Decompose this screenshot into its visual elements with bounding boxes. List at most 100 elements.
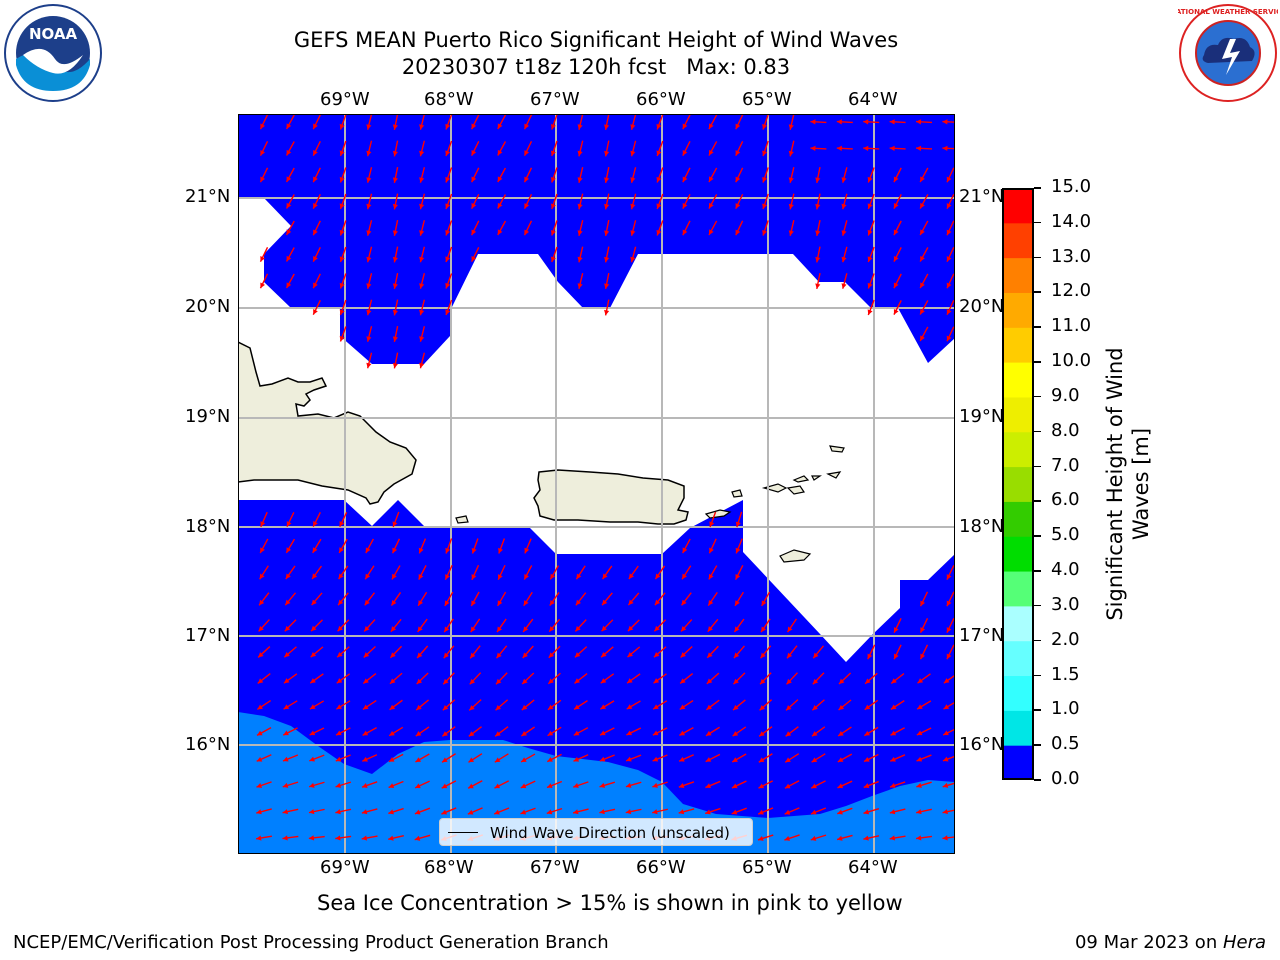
colorbar-segment [1002, 327, 1034, 363]
wind-wave-arrow [946, 273, 955, 289]
wind-wave-arrow [762, 193, 769, 210]
wind-wave-arrow [574, 646, 588, 658]
wind-wave-arrow [762, 220, 769, 236]
wind-wave-arrow [630, 193, 637, 210]
wind-wave-arrow [311, 565, 323, 580]
wind-wave-arrow [652, 754, 668, 762]
wind-wave-arrow [520, 807, 536, 815]
wind-wave-arrow [495, 672, 508, 685]
wind-wave-arrow [523, 565, 533, 580]
wind-wave-arrow [444, 564, 453, 581]
wind-wave-arrow [548, 618, 561, 633]
lat-tick-right: 19°N [959, 406, 1005, 427]
wind-wave-arrow [784, 753, 800, 763]
wind-wave-arrow [810, 145, 827, 151]
wind-wave-arrow [441, 726, 456, 737]
wind-wave-arrow [389, 699, 403, 711]
wind-wave-arrow [470, 618, 481, 633]
wind-wave-arrow [547, 726, 562, 737]
wind-wave-arrow [837, 807, 853, 815]
colorbar-tick-mark [1034, 291, 1041, 293]
wind-wave-arrow [942, 809, 955, 815]
wind-wave-arrow [523, 591, 533, 607]
wind-wave-arrow [523, 140, 533, 157]
wind-wave-arrow [630, 220, 637, 236]
wind-wave-arrow [815, 246, 821, 263]
colorbar-tick-mark [1034, 465, 1041, 468]
wind-wave-arrow [678, 781, 695, 788]
wind-wave-arrow [415, 699, 430, 711]
wind-wave-arrow [810, 807, 827, 815]
wind-wave-arrow [365, 538, 374, 554]
wind-wave-arrow [890, 673, 905, 684]
wind-wave-arrow [946, 193, 955, 210]
wind-wave-arrow [732, 672, 746, 685]
wind-wave-arrow [812, 672, 825, 685]
wind-wave-arrow [867, 193, 875, 210]
wind-wave-arrow [838, 699, 852, 711]
wind-wave-arrow [366, 326, 373, 342]
wind-wave-arrow [523, 167, 533, 183]
wind-wave-arrow [312, 141, 321, 156]
colorbar-tick-mark [1034, 395, 1041, 398]
colorbar-tick-label: 15.0 [1051, 176, 1092, 197]
ocean-light-band [238, 712, 955, 854]
vieques-island-land [704, 509, 732, 519]
wind-wave-arrow [838, 672, 852, 685]
wind-wave-arrow [915, 145, 933, 151]
wind-wave-arrow [604, 193, 610, 210]
wind-wave-arrow [547, 672, 561, 685]
wind-wave-arrow [732, 726, 747, 737]
wind-wave-arrow [788, 193, 795, 210]
wind-wave-arrow [890, 700, 905, 710]
wind-wave-arrow [784, 834, 800, 841]
wind-wave-arrow [893, 194, 902, 209]
wind-wave-arrow [496, 591, 507, 607]
map-legend: Wind Wave Direction (unscaled) [439, 818, 753, 846]
wind-wave-arrow [391, 565, 401, 580]
wind-wave-arrow [366, 114, 373, 130]
wind-wave-arrow [682, 220, 691, 236]
colorbar-segment [1002, 362, 1034, 398]
wind-wave-arrow [339, 220, 347, 236]
wind-wave-arrow [575, 592, 587, 606]
wind-wave-arrow [468, 699, 482, 711]
wind-wave-arrow [811, 753, 826, 763]
wind-wave-arrow [735, 538, 743, 554]
wind-wave-arrow [653, 673, 667, 684]
wind-wave-arrow [707, 618, 719, 633]
wind-wave-arrow [336, 700, 351, 710]
wind-wave-arrow [495, 699, 509, 711]
wind-wave-arrow [678, 808, 695, 815]
wind-wave-arrow [445, 299, 453, 316]
wind-wave-arrow [338, 565, 349, 580]
wind-wave-arrow [336, 646, 350, 658]
wind-wave-arrow [946, 299, 955, 316]
wind-wave-arrow [259, 141, 269, 156]
wind-wave-arrow [705, 780, 721, 789]
wind-wave-arrow [366, 352, 373, 369]
wind-wave-arrow [312, 247, 321, 262]
wind-wave-arrow [735, 167, 744, 183]
wind-wave-arrow [788, 140, 795, 157]
wind-wave-arrow [548, 645, 561, 659]
wind-wave-arrow [942, 782, 955, 788]
wind-wave-arrow [310, 619, 323, 632]
wind-wave-arrow [919, 273, 929, 289]
wind-wave-arrow [445, 167, 453, 183]
wind-wave-arrow [946, 167, 955, 183]
wind-wave-arrow [419, 140, 426, 157]
wind-wave-arrow [550, 167, 558, 183]
noaa-logo: NOAA [3, 3, 103, 107]
colorbar-tick-label: 6.0 [1051, 489, 1080, 511]
lon-tick-top: 64°W [848, 89, 898, 110]
wind-wave-arrow [366, 140, 373, 157]
map-plot [238, 114, 955, 854]
wind-wave-arrow [893, 617, 902, 634]
wind-wave-arrow [735, 193, 744, 210]
wind-wave-arrow [442, 699, 456, 711]
wind-wave-arrow [256, 754, 272, 762]
colorbar-tick-label: 11.0 [1051, 315, 1092, 337]
wind-wave-arrow [735, 114, 744, 130]
wind-wave-arrow [497, 114, 507, 130]
